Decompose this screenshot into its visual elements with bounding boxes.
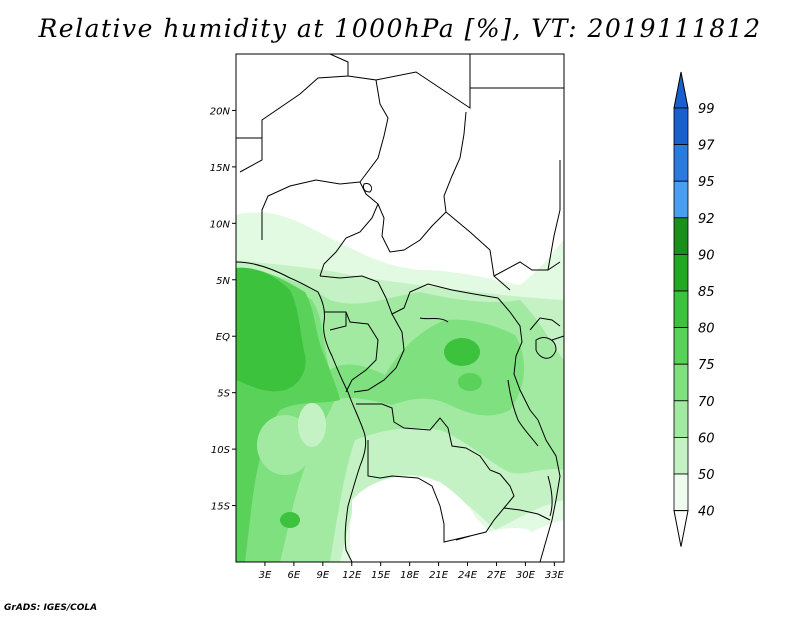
grads-credit: GrADS: IGES/COLA (4, 603, 98, 613)
dry-region-sahel (236, 54, 564, 271)
humidity-spot (280, 512, 300, 528)
colorbar-label: 85 (698, 285, 715, 300)
coastline-west (236, 261, 367, 562)
lon-tick-label: 18E (400, 570, 420, 581)
colorbar-segment (673, 400, 689, 438)
lake-malawi (547, 475, 553, 517)
lake-victoria (535, 337, 557, 359)
lat-tick-label: 15S (211, 502, 231, 513)
colorbar-label: 97 (698, 139, 715, 154)
border (236, 54, 349, 139)
lat-tick-label: 15N (210, 163, 231, 174)
humidity-spot (444, 338, 480, 366)
colorbar-segment (673, 473, 689, 511)
border (503, 507, 551, 521)
colorbar-label: 80 (698, 322, 715, 337)
humidity-spot (298, 403, 326, 447)
border (493, 261, 561, 277)
colorbar: 99 97 95 92 90 85 80 75 70 60 50 40 (673, 71, 715, 547)
colorbar-label: 75 (698, 358, 715, 373)
colorbar-label: 92 (698, 212, 715, 227)
lat-tick-label: 5N (216, 276, 230, 287)
lon-tick-label: 30E (516, 570, 536, 581)
lat-tick-label: 5S (217, 389, 230, 400)
colorbar-label: 50 (698, 468, 715, 483)
border (356, 403, 501, 475)
lat-tick-label: 10S (211, 445, 231, 456)
lon-tick-label: 9E (316, 570, 329, 581)
colorbar-label: 90 (698, 248, 715, 263)
lon-tick-label: 6E (288, 570, 301, 581)
colorbar-segment (673, 253, 689, 292)
colorbar-segment (673, 180, 689, 219)
colorbar-bottom-arrow (673, 510, 689, 547)
map-frame (235, 53, 565, 563)
border (367, 440, 445, 525)
border (353, 313, 405, 393)
border (445, 211, 511, 291)
colorbar-label: 99 (698, 102, 715, 117)
colorbar-segment (673, 290, 689, 328)
border (239, 138, 263, 173)
latitude-axis: 20N 15N 10N 5N EQ 5S 10S 15S (210, 106, 236, 513)
lon-tick-label: 3E (259, 570, 272, 581)
colorbar-top-arrow (673, 71, 689, 109)
border (261, 179, 361, 240)
border (529, 317, 561, 331)
lon-tick-label: 12E (342, 570, 362, 581)
colorbar-segment (673, 217, 689, 255)
dry-region-south (352, 476, 480, 554)
borders-and-coastlines (236, 54, 564, 562)
colorbar-segment (673, 107, 689, 145)
border (443, 524, 471, 543)
border (443, 111, 467, 213)
humidity-region-85 (236, 267, 306, 392)
lon-tick-label: 33E (545, 570, 565, 581)
colorbar-segment (673, 436, 689, 475)
border (551, 335, 564, 341)
lat-tick-label: 20N (210, 106, 231, 117)
border (375, 54, 471, 109)
border (547, 160, 561, 271)
colorbar-label: 70 (698, 395, 715, 410)
lake-chad (363, 183, 373, 193)
humidity-field (236, 54, 564, 562)
longitude-axis: 3E 6E 9E 12E 15E 18E 21E 24E 27E 30E 33E (259, 562, 565, 581)
map-title: Relative humidity at 1000hPa [%], VT: 20… (38, 14, 762, 43)
humidity-spot (391, 368, 419, 388)
border (319, 181, 379, 277)
river-coast-detail (419, 317, 449, 323)
border (329, 312, 347, 331)
lon-tick-label: 21E (429, 570, 449, 581)
lon-tick-label: 27E (487, 570, 507, 581)
lake-tanganyika (507, 379, 539, 447)
lon-tick-label: 24E (458, 570, 478, 581)
colorbar-label: 40 (698, 505, 715, 520)
colorbar-segment (673, 327, 689, 365)
border (324, 311, 379, 393)
humidity-spot (458, 373, 482, 391)
border (377, 203, 447, 253)
colorbar-label: 95 (698, 175, 715, 190)
lat-tick-label: EQ (216, 332, 230, 343)
border (319, 275, 499, 315)
lat-tick-label: 10N (210, 219, 231, 230)
border (537, 419, 561, 562)
border (497, 297, 539, 421)
colorbar-label: 60 (698, 431, 715, 446)
colorbar-segment (673, 363, 689, 402)
colorbar-segment (673, 144, 689, 182)
border (455, 473, 515, 541)
dry-region-southeast (470, 528, 540, 562)
lon-tick-label: 15E (371, 570, 391, 581)
